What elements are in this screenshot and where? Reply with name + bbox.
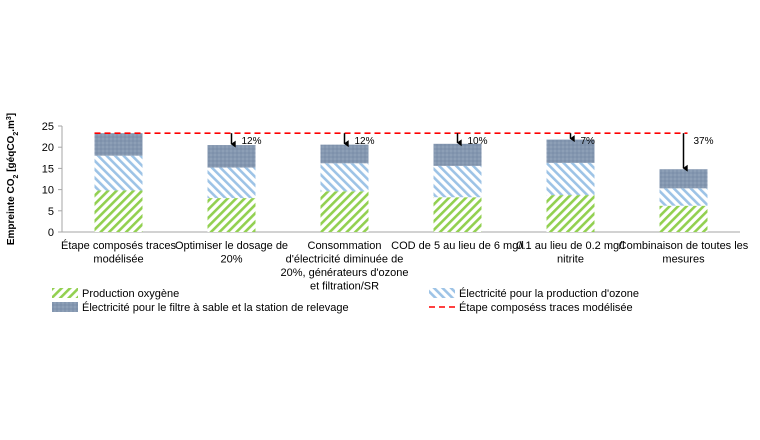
legend-swatch (52, 288, 78, 298)
legend-label: Électricité pour le filtre à sable et la… (82, 301, 349, 314)
y-tick-label: 20 (42, 142, 54, 154)
bar-segment-oxygen (659, 205, 708, 232)
reduction-arrows: 12% 12% 10% 7% 37% (230, 133, 714, 172)
x-category-label: Étape composés traces modélisée (61, 239, 176, 266)
bar-segment-ozone (546, 162, 595, 196)
legend: Production oxygène Électricité pour la pr… (52, 287, 639, 314)
bar-segment-oxygen (94, 190, 143, 232)
bar-segment-sandfilter (94, 133, 143, 156)
legend-item: Électricité pour la production d'ozone (429, 287, 639, 300)
bar-segment-ozone (433, 165, 482, 198)
bar-segment-sandfilter (546, 139, 595, 163)
bar-segment-ozone (207, 167, 256, 199)
x-category-label: Consommation d'électricité diminuée de 20%… (280, 240, 408, 293)
x-category-label: Combinaison de toutes les mesures (619, 240, 749, 266)
legend-item: Étape composéss traces modélisée (429, 301, 633, 314)
x-category-label: 0.1 au lieu de 0.2 mg/l nitrite (516, 240, 624, 266)
y-tick-label: 10 (42, 185, 54, 197)
bar-segment-ozone (320, 163, 369, 192)
legend-swatch (52, 302, 78, 312)
reduction-label: 10% (468, 136, 488, 147)
reduction-label: 12% (242, 136, 262, 147)
legend-label: Production oxygène (82, 288, 179, 300)
legend-item: Électricité pour le filtre à sable et la… (52, 301, 349, 314)
legend-swatch (429, 288, 455, 298)
y-axis-title: Empreinte CO2 [géqCO2.m3] (6, 113, 20, 245)
x-category-label: COD de 5 au lieu de 6 mg/l (391, 240, 524, 252)
bar-segment-ozone (659, 188, 708, 206)
y-tick-label: 15 (42, 163, 54, 175)
reduction-label: 12% (355, 136, 375, 147)
bar-segment-oxygen (546, 195, 595, 232)
reduction-label: 7% (581, 136, 596, 147)
x-axis-labels: Étape composés traces modéliséeOptimiser … (61, 239, 749, 293)
legend-label: Électricité pour la production d'ozone (459, 287, 639, 300)
y-tick-label: 0 (48, 227, 54, 239)
bar-segment-oxygen (320, 191, 369, 232)
y-tick-label: 5 (48, 206, 54, 218)
bar-segment-sandfilter (659, 169, 708, 189)
bar-segment-sandfilter (433, 143, 482, 166)
reduction-label: 37% (694, 136, 714, 147)
bar-segment-ozone (94, 155, 143, 191)
bar-segment-sandfilter (320, 144, 369, 164)
y-axis: 0 5 10 15 20 25 (42, 121, 740, 239)
bar-segment-oxygen (433, 197, 482, 232)
bar-segment-sandfilter (207, 145, 256, 168)
x-category-label: Optimiser le dosage de 20% (175, 240, 288, 266)
bars (94, 133, 708, 232)
y-axis-label: Empreinte CO2 [géqCO2.m3] (6, 113, 20, 245)
legend-label: Étape composéss traces modélisée (459, 301, 633, 314)
bar-segment-oxygen (207, 198, 256, 232)
legend-item: Production oxygène (52, 288, 179, 300)
y-tick-label: 25 (42, 121, 54, 133)
